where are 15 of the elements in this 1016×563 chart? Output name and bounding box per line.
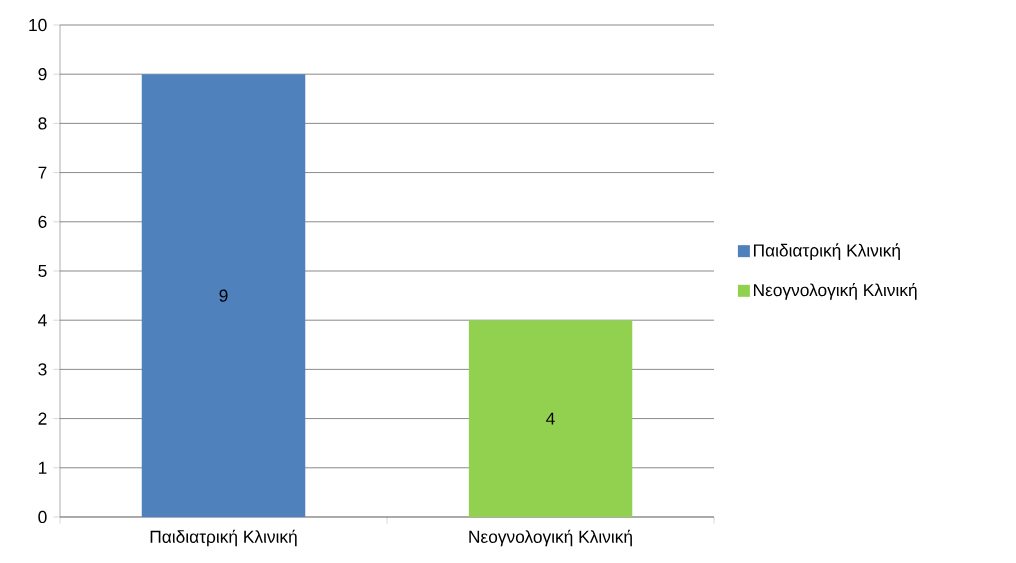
legend-label: Παιδιατρική Κλινική xyxy=(753,243,900,260)
legend-label: Νεογνολογική Κλινική xyxy=(753,282,917,300)
y-tick-label: 8 xyxy=(38,117,47,130)
y-tick-label: 1 xyxy=(38,461,47,474)
y-tick-label: 0 xyxy=(38,510,47,524)
y-tick-label: 10 xyxy=(29,18,47,32)
y-tick-label: 7 xyxy=(38,166,47,179)
data-label: 9 xyxy=(219,289,228,302)
y-tick-label: 2 xyxy=(38,412,47,425)
data-label: 4 xyxy=(546,412,555,425)
y-tick-label: 5 xyxy=(38,264,47,278)
y-tick-label: 6 xyxy=(38,215,47,228)
y-tick-label: 9 xyxy=(38,68,47,81)
y-tick-label: 3 xyxy=(38,363,47,376)
y-tick-label: 4 xyxy=(38,314,47,327)
